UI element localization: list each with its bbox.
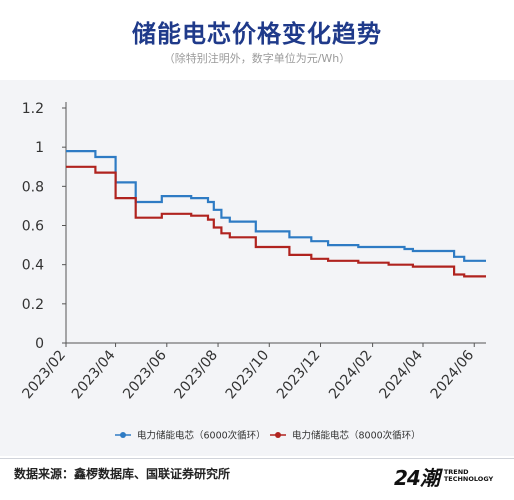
- x-tick-label: 2023/10: [223, 347, 273, 402]
- series-line-1: [66, 150, 486, 262]
- x-tick-label: 2024/02: [326, 347, 376, 402]
- x-tick-label: 2023/02: [19, 347, 69, 402]
- y-tick-label: 0.8: [22, 179, 44, 195]
- brand-line1: TREND: [443, 468, 469, 476]
- chart-title: 储能电芯价格变化趋势: [132, 20, 382, 48]
- data-source: 数据来源：鑫椤数据库、国联证券研究所: [14, 467, 231, 481]
- brand-mark: 24潮: [394, 465, 440, 490]
- chart-subtitle: （除特别注明外，数字单位为元/Wh）: [163, 52, 351, 65]
- legend-label-1: 电力储能电芯（6000次循环）: [137, 430, 266, 442]
- x-tick-label: 2024/04: [376, 347, 426, 402]
- brand-text: TREND TECHNOLOGY: [444, 469, 493, 483]
- y-tick-label: 0.4: [22, 258, 44, 274]
- brand-line2: TECHNOLOGY: [443, 475, 494, 483]
- y-tick-label: 1: [35, 140, 44, 156]
- y-tick-label: 0: [35, 336, 44, 352]
- x-tick-label: 2023/12: [274, 347, 324, 402]
- legend-label-2: 电力储能电芯（8000次循环）: [292, 430, 421, 442]
- x-tick-label: 2023/06: [120, 347, 170, 402]
- x-tick-label: 2023/08: [171, 347, 221, 402]
- chart-panel: [0, 80, 514, 456]
- brand-logo: 24潮 TREND TECHNOLOGY: [394, 458, 493, 494]
- y-tick-label: 0.2: [22, 297, 44, 313]
- x-tick-label: 2023/04: [69, 347, 119, 402]
- x-tick-label: 2024/06: [428, 347, 478, 402]
- series-line-2: [66, 165, 486, 278]
- legend-marker-1: [120, 432, 126, 438]
- y-tick-label: 0.6: [22, 219, 44, 235]
- y-tick-label: 1.2: [22, 101, 44, 117]
- footer-divider: [0, 458, 514, 459]
- legend-marker-2: [275, 432, 281, 438]
